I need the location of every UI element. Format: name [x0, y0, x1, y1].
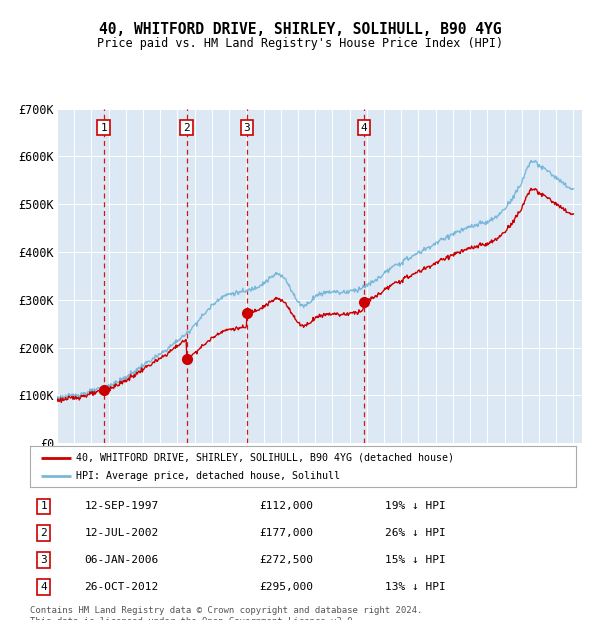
Text: 3: 3	[244, 123, 250, 133]
Text: 40, WHITFORD DRIVE, SHIRLEY, SOLIHULL, B90 4YG (detached house): 40, WHITFORD DRIVE, SHIRLEY, SOLIHULL, B…	[76, 453, 454, 463]
Text: 40, WHITFORD DRIVE, SHIRLEY, SOLIHULL, B90 4YG: 40, WHITFORD DRIVE, SHIRLEY, SOLIHULL, B…	[99, 22, 501, 37]
Text: £177,000: £177,000	[259, 528, 313, 538]
Text: 12-SEP-1997: 12-SEP-1997	[85, 502, 159, 512]
Text: Price paid vs. HM Land Registry's House Price Index (HPI): Price paid vs. HM Land Registry's House …	[97, 37, 503, 50]
Text: 19% ↓ HPI: 19% ↓ HPI	[385, 502, 446, 512]
Text: 2: 2	[183, 123, 190, 133]
Text: 2: 2	[40, 528, 47, 538]
Text: 1: 1	[100, 123, 107, 133]
Text: 13% ↓ HPI: 13% ↓ HPI	[385, 582, 446, 591]
Text: 26% ↓ HPI: 26% ↓ HPI	[385, 528, 446, 538]
Text: 4: 4	[40, 582, 47, 591]
Text: 26-OCT-2012: 26-OCT-2012	[85, 582, 159, 591]
Text: 15% ↓ HPI: 15% ↓ HPI	[385, 555, 446, 565]
Text: £295,000: £295,000	[259, 582, 313, 591]
Text: 06-JAN-2006: 06-JAN-2006	[85, 555, 159, 565]
Text: £112,000: £112,000	[259, 502, 313, 512]
Text: 12-JUL-2002: 12-JUL-2002	[85, 528, 159, 538]
Text: 1: 1	[40, 502, 47, 512]
Text: HPI: Average price, detached house, Solihull: HPI: Average price, detached house, Soli…	[76, 471, 340, 481]
Text: 4: 4	[361, 123, 367, 133]
Text: £272,500: £272,500	[259, 555, 313, 565]
Text: 3: 3	[40, 555, 47, 565]
Text: Contains HM Land Registry data © Crown copyright and database right 2024.
This d: Contains HM Land Registry data © Crown c…	[30, 606, 422, 620]
